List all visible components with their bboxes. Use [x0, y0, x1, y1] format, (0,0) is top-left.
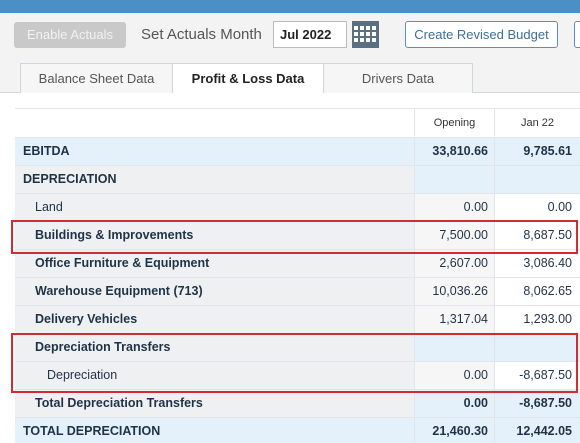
jan-value[interactable]: -8,687.50 [495, 362, 580, 389]
opening-value[interactable]: 0.00 [415, 362, 495, 389]
table-row: Buildings & Improvements 7,500.00 8,687.… [15, 222, 580, 250]
top-banner [0, 0, 580, 13]
row-label: Buildings & Improvements [15, 222, 415, 249]
calendar-icon[interactable] [352, 21, 379, 48]
jan-value[interactable]: 3,086.40 [495, 250, 580, 277]
opening-value[interactable]: 2,607.00 [415, 250, 495, 277]
grid-header-row: Opening Jan 22 [15, 109, 580, 138]
opening-value[interactable]: 1,317.04 [415, 306, 495, 333]
create-revised-budget-button[interactable]: Create Revised Budget [405, 21, 558, 48]
toolbar: Enable Actuals Set Actuals Month Create … [0, 13, 580, 63]
row-label: EBITDA [15, 138, 415, 165]
row-label: Office Furniture & Equipment [15, 250, 415, 277]
table-row: EBITDA 33,810.66 9,785.61 [15, 138, 580, 166]
opening-value[interactable]: 7,500.00 [415, 222, 495, 249]
jan-value[interactable]: 0.00 [495, 194, 580, 221]
opening-value: 21,460.30 [415, 418, 495, 443]
pl-data-grid: Opening Jan 22 EBITDA 33,810.66 9,785.61… [15, 108, 580, 443]
table-row: Total Depreciation Transfers 0.00 -8,687… [15, 390, 580, 418]
row-label: Delivery Vehicles [15, 306, 415, 333]
table-row: TOTAL DEPRECIATION 21,460.30 12,442.05 [15, 418, 580, 443]
jan-value: -8,687.50 [495, 390, 580, 417]
tab-profit-loss-data[interactable]: Profit & Loss Data [172, 63, 324, 94]
grid-area: Opening Jan 22 EBITDA 33,810.66 9,785.61… [0, 93, 580, 443]
jan-value: 12,442.05 [495, 418, 580, 443]
jan-value [495, 334, 580, 361]
table-row: Warehouse Equipment (713) 10,036.26 8,06… [15, 278, 580, 306]
row-label: Depreciation Transfers [15, 334, 415, 361]
row-label: Warehouse Equipment (713) [15, 278, 415, 305]
tab-balance-sheet-data[interactable]: Balance Sheet Data [20, 63, 173, 93]
header-opening[interactable]: Opening [415, 109, 495, 136]
opening-value[interactable]: 0.00 [415, 194, 495, 221]
toolbar-extra-button[interactable] [574, 21, 580, 48]
tab-drivers-data[interactable]: Drivers Data [323, 63, 473, 93]
row-label: TOTAL DEPRECIATION [15, 418, 415, 443]
table-row: DEPRECIATION [15, 166, 580, 194]
jan-value: 9,785.61 [495, 138, 580, 165]
opening-value[interactable]: 10,036.26 [415, 278, 495, 305]
row-label: Land [15, 194, 415, 221]
opening-value: 0.00 [415, 390, 495, 417]
data-tabs: Balance Sheet Data Profit & Loss Data Dr… [0, 63, 580, 94]
jan-value[interactable]: 1,293.00 [495, 306, 580, 333]
jan-value[interactable]: 8,687.50 [495, 222, 580, 249]
table-row: Land 0.00 0.00 [15, 194, 580, 222]
row-label: DEPRECIATION [15, 166, 415, 193]
actuals-month-input[interactable] [273, 21, 347, 48]
enable-actuals-button[interactable]: Enable Actuals [14, 22, 126, 48]
opening-value [415, 166, 495, 193]
jan-value[interactable]: 8,062.65 [495, 278, 580, 305]
table-row: Office Furniture & Equipment 2,607.00 3,… [15, 250, 580, 278]
table-row: Depreciation Transfers [15, 334, 580, 362]
jan-value [495, 166, 580, 193]
table-row: Depreciation 0.00 -8,687.50 [15, 362, 580, 390]
table-row: Delivery Vehicles 1,317.04 1,293.00 [15, 306, 580, 334]
row-label: Total Depreciation Transfers [15, 390, 415, 417]
set-actuals-month-label: Set Actuals Month [141, 26, 262, 43]
header-label-cell [15, 109, 415, 136]
header-jan-22[interactable]: Jan 22 [520, 117, 555, 129]
opening-value [415, 334, 495, 361]
row-label: Depreciation [15, 362, 415, 389]
opening-value: 33,810.66 [415, 138, 495, 165]
